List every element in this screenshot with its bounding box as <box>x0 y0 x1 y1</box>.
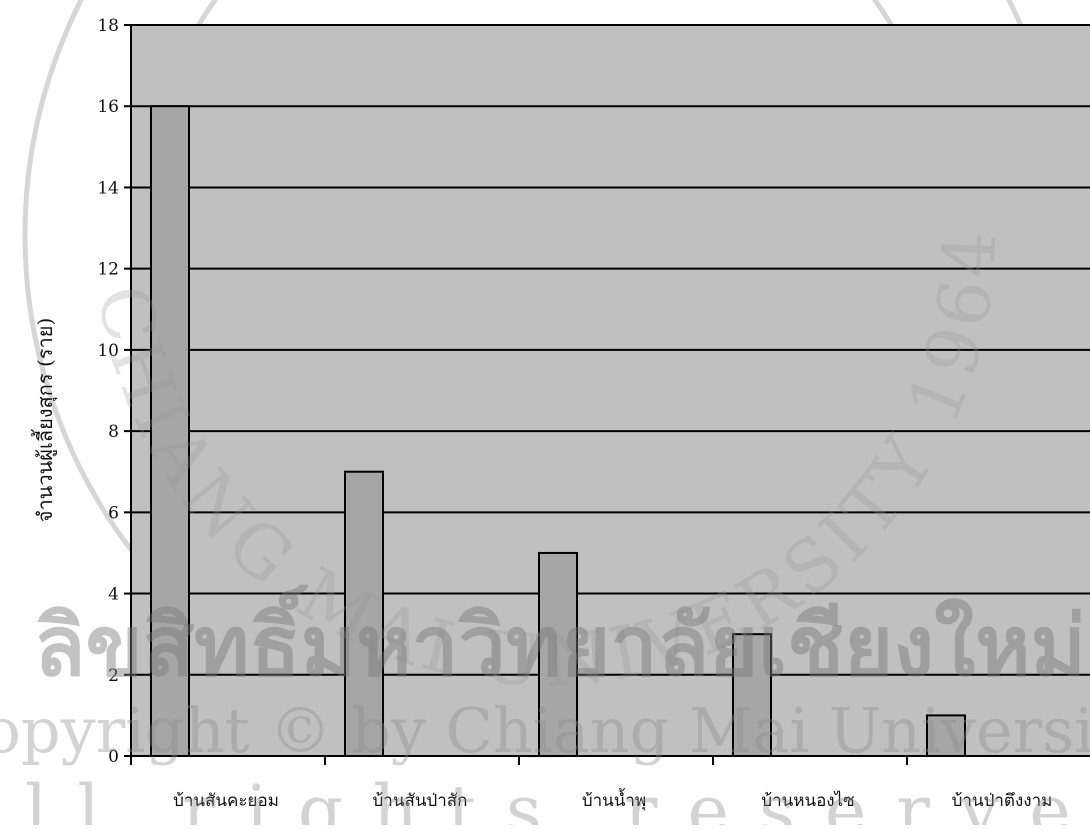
x-tick-label: บ้านหนองไซ <box>761 790 854 811</box>
y-tick-label: 8 <box>108 422 119 442</box>
y-tick-label: 10 <box>97 341 119 361</box>
y-axis-title: จำนวนผู้เลี้ยงสุกร (ราย) <box>31 318 58 523</box>
y-tick-label: 4 <box>108 585 119 605</box>
y-tick-label: 2 <box>108 666 119 686</box>
bars <box>150 105 966 758</box>
gridlines <box>131 24 1090 676</box>
bar-3 <box>538 551 578 758</box>
x-tick-label: บ้านสันคะยอม <box>173 791 279 811</box>
watermark-rights-line: All rights reserved <box>0 770 1090 825</box>
y-tick-label: 12 <box>97 260 119 280</box>
watermark-thai-line: ลิขสิทธิ์มหาวิทยาลัยเชียงใหม่ <box>34 584 1086 695</box>
y-tick-labels: 0 2 4 6 8 10 12 14 16 18 <box>97 16 119 767</box>
y-tick-label: 0 <box>108 747 119 767</box>
watermark-copyright-line: Copyright © by Chiang Mai University <box>0 694 1090 767</box>
x-tick-label: บ้านสันป่าสัก <box>373 791 468 811</box>
y-tick-label: 16 <box>97 97 119 117</box>
x-tick-label: บ้านป่าตึงงาม <box>952 791 1053 811</box>
bar-2 <box>344 470 384 757</box>
y-tick-label: 18 <box>97 16 119 36</box>
plot-area <box>131 25 1090 756</box>
axes <box>124 24 1090 765</box>
y-tick-label: 6 <box>108 503 119 523</box>
bar-5 <box>926 714 966 758</box>
bar-4 <box>732 633 772 758</box>
y-tick-label: 14 <box>97 178 119 198</box>
x-tick-label: บ้านน้ำพุ <box>582 788 646 811</box>
x-tick-labels: บ้านสันคะยอม บ้านสันป่าสัก บ้านน้ำพุ บ้านหน… <box>173 788 1052 811</box>
